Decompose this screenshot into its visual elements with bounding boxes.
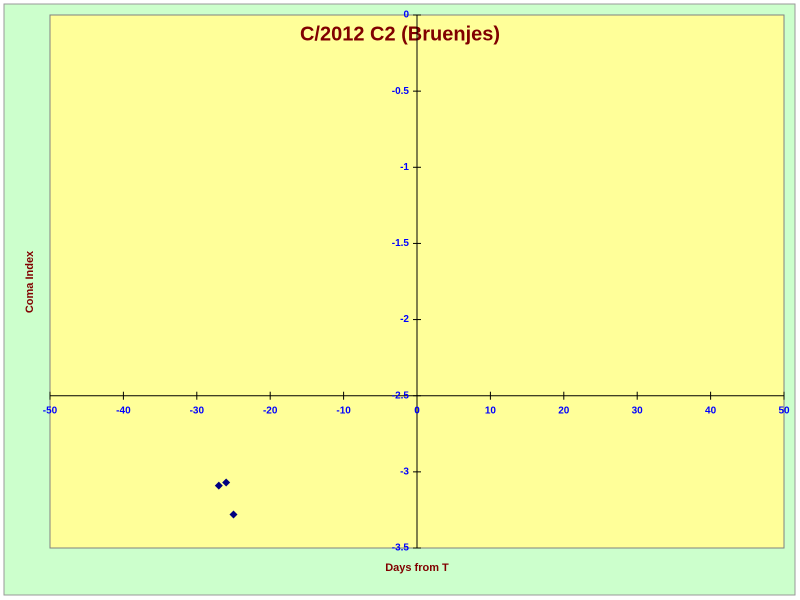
- chart-title: C/2012 C2 (Bruenjes): [300, 23, 500, 45]
- data-point: [222, 478, 231, 487]
- x-tick-label: 40: [705, 405, 717, 416]
- x-tick-label: -10: [336, 405, 351, 416]
- x-tick-label: -40: [116, 405, 131, 416]
- y-tick-label: -0.5: [392, 86, 410, 97]
- y-tick-label: -2: [400, 314, 409, 325]
- x-tick-label: -20: [263, 405, 278, 416]
- y-axis-label: Coma Index: [24, 250, 36, 313]
- x-axis-label: Days from T: [385, 562, 449, 574]
- x-tick-label: 0: [414, 405, 420, 416]
- data-point: [229, 510, 238, 519]
- y-tick-label: 0: [403, 10, 409, 21]
- x-tick-label: 20: [558, 405, 570, 416]
- y-tick-label: -3: [400, 466, 409, 477]
- data-point: [214, 481, 223, 490]
- x-tick-label: 50: [778, 405, 790, 416]
- y-tick-label: -1: [400, 162, 409, 173]
- y-tick-label: -2.5: [392, 390, 410, 401]
- x-tick-label: -50: [43, 405, 58, 416]
- y-tick-label: -1.5: [392, 238, 410, 249]
- x-tick-label: 30: [632, 405, 644, 416]
- y-tick-label: -3.5: [392, 543, 410, 554]
- x-tick-label: -30: [190, 405, 205, 416]
- x-tick-label: 10: [485, 405, 497, 416]
